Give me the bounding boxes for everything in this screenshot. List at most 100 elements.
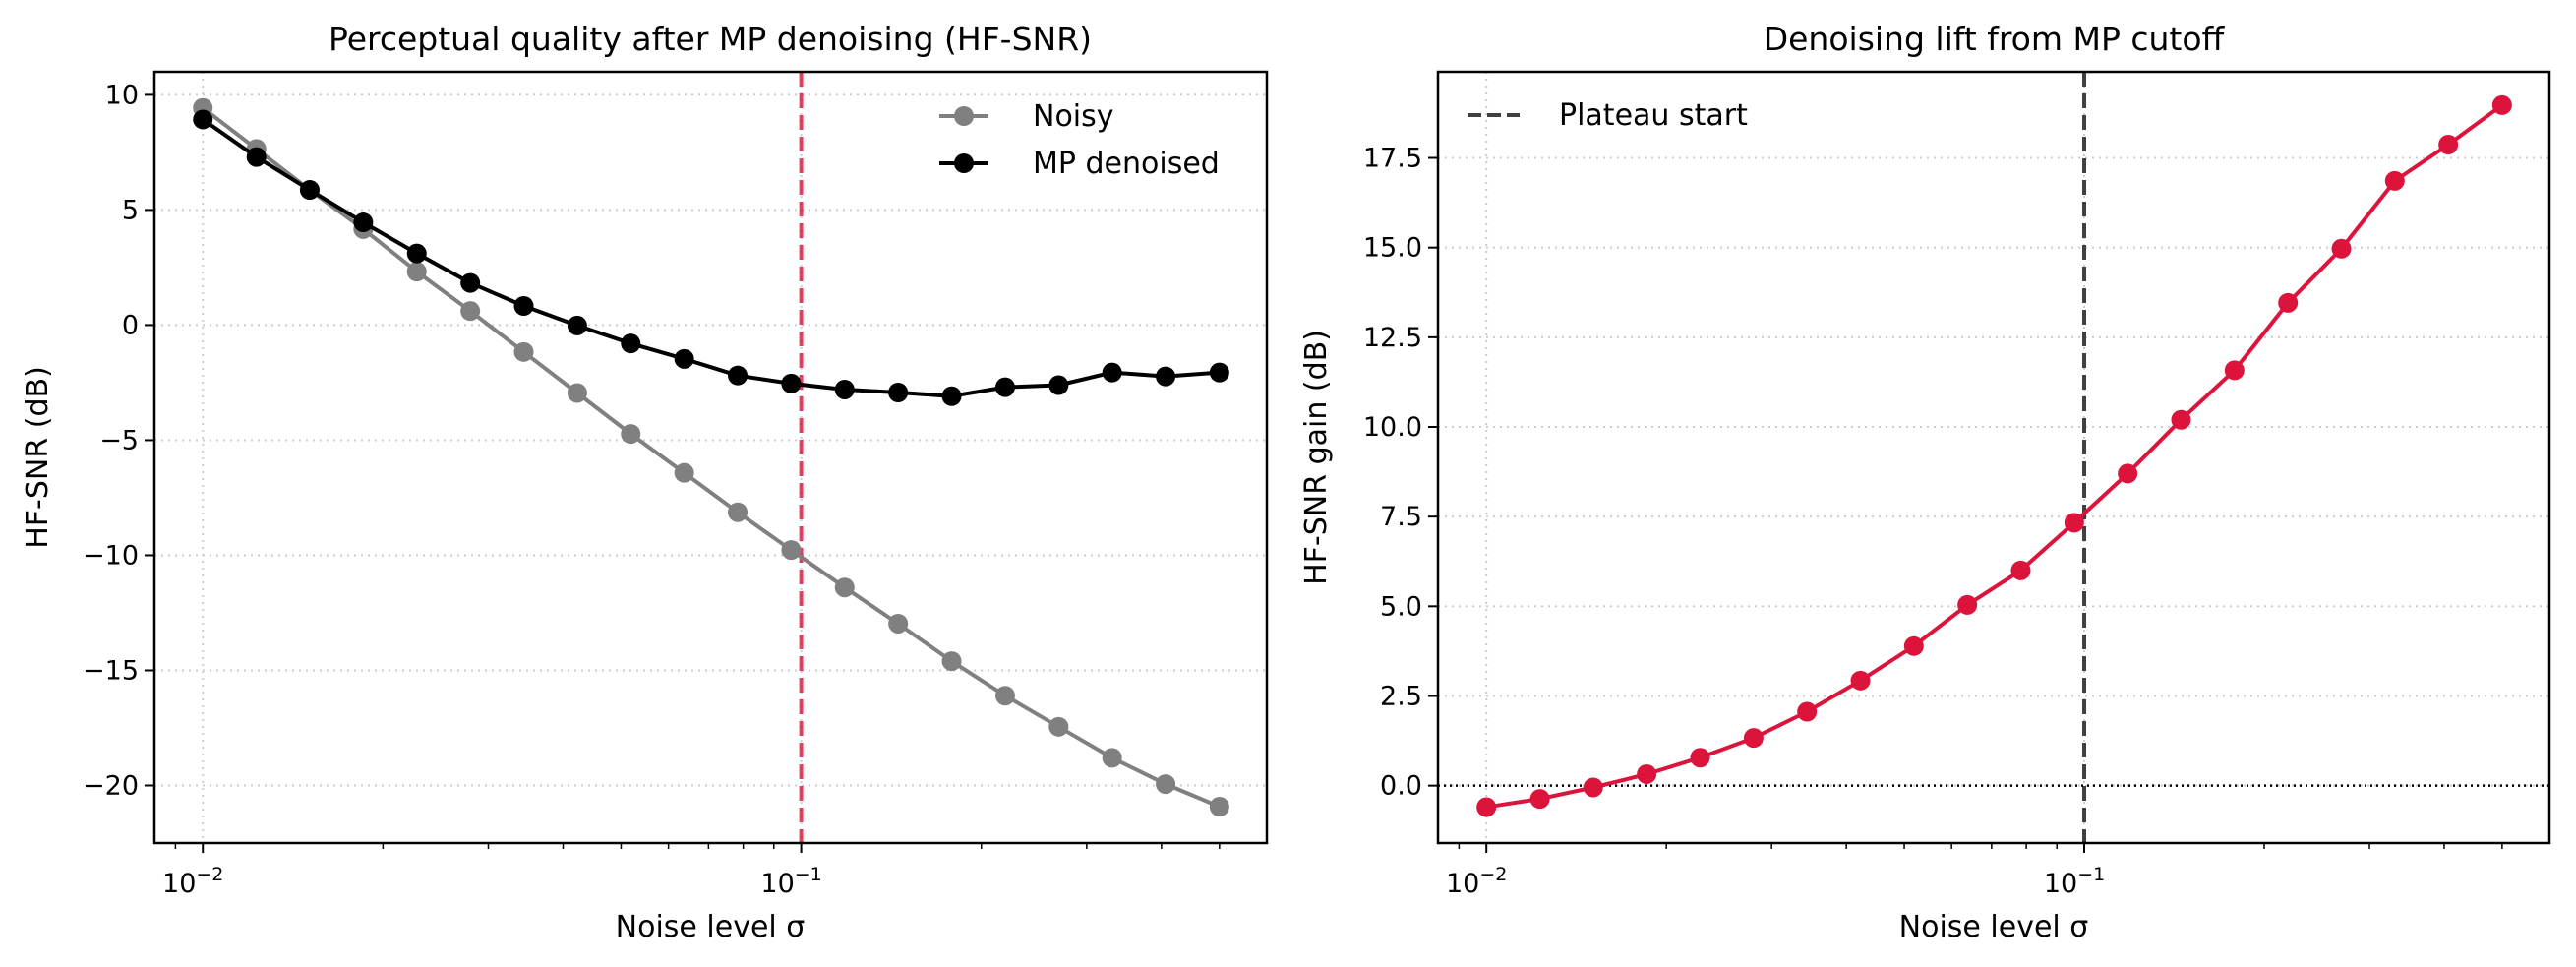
data-point-mp-denoised	[1209, 362, 1229, 383]
left-x-tick-label: 10−1	[760, 864, 821, 899]
right-y-tick-label: 5.0	[1380, 591, 1422, 622]
data-point-mp-denoised	[193, 109, 213, 130]
right-x-axis-label: Noise level σ	[1899, 910, 2089, 944]
data-point-noisy	[1209, 797, 1229, 817]
legend-noisy-label: Noisy	[1033, 99, 1114, 134]
left-y-tick-label: 5	[122, 195, 139, 225]
data-point-mp-denoised	[513, 296, 534, 317]
left-y-tick-label: −20	[83, 770, 139, 801]
data-point-noisy	[941, 651, 962, 672]
data-point-hf-snr-gain	[2064, 513, 2084, 533]
data-point-hf-snr-gain	[1476, 797, 1497, 817]
data-point-mp-denoised	[1048, 375, 1069, 395]
left-y-tick-label: 0	[122, 310, 139, 340]
data-point-noisy	[406, 262, 427, 282]
data-point-mp-denoised	[299, 180, 320, 201]
data-point-hf-snr-gain	[1850, 670, 1871, 691]
left-x-axis-label: Noise level σ	[616, 910, 806, 944]
left-series	[193, 97, 1229, 817]
data-point-hf-snr-gain	[1690, 748, 1710, 768]
right-y-tick-label: 10.0	[1363, 412, 1422, 443]
data-point-hf-snr-gain	[2118, 463, 2138, 484]
data-point-mp-denoised	[460, 272, 481, 293]
data-point-hf-snr-gain	[1637, 763, 1657, 784]
left-legend: Noisy MP denoised	[939, 99, 1220, 181]
data-point-noisy	[1102, 748, 1122, 768]
left-y-tick-label: −10	[83, 540, 139, 571]
data-point-mp-denoised	[1102, 362, 1122, 383]
data-point-hf-snr-gain	[1957, 594, 1978, 615]
data-point-hf-snr-gain	[1743, 728, 1764, 749]
right-y-tick-label: 7.5	[1380, 502, 1422, 532]
data-point-hf-snr-gain	[2491, 94, 2512, 115]
data-point-hf-snr-gain	[2384, 170, 2405, 191]
data-point-hf-snr-gain	[2010, 560, 2031, 580]
data-point-mp-denoised	[353, 212, 374, 233]
data-point-noisy	[1156, 774, 1176, 795]
data-point-mp-denoised	[728, 365, 749, 386]
data-point-mp-denoised	[621, 333, 641, 354]
right-grid	[1438, 72, 2549, 843]
data-point-mp-denoised	[567, 315, 587, 335]
right-annotations	[1438, 72, 2549, 843]
data-point-noisy	[728, 502, 749, 522]
legend-plateau-label: Plateau start	[1559, 98, 1748, 133]
left-y-tick-label: −15	[83, 655, 139, 686]
right-legend: Plateau start	[1468, 98, 1748, 133]
data-point-hf-snr-gain	[2331, 238, 2352, 259]
right-y-tick-label: 15.0	[1363, 233, 1422, 264]
data-point-noisy	[888, 613, 909, 634]
right-axes-frame	[1436, 70, 2551, 845]
left-grid	[154, 72, 1267, 843]
data-point-hf-snr-gain	[2278, 292, 2299, 313]
data-point-hf-snr-gain	[1529, 789, 1550, 810]
right-y-tick-label: 12.5	[1363, 323, 1422, 353]
data-point-mp-denoised	[781, 373, 802, 393]
data-point-mp-denoised	[246, 147, 267, 167]
data-point-noisy	[834, 577, 855, 598]
data-point-noisy	[567, 383, 587, 403]
data-point-hf-snr-gain	[1583, 777, 1603, 798]
left-axes-frame	[152, 70, 1269, 845]
series-line-hf-snr-gain	[1485, 103, 2504, 810]
left-chart-panel: Perceptual quality after MP denoising (H…	[21, 20, 1269, 944]
data-point-noisy	[674, 462, 694, 483]
right-chart-panel: Denoising lift from MP cutoff 0.0 2.5 5.0 7…	[1299, 20, 2551, 944]
legend-denoised-label: MP denoised	[1033, 147, 1220, 181]
right-x-tick-label: 10−2	[1446, 864, 1507, 899]
data-point-noisy	[513, 341, 534, 362]
data-point-noisy	[621, 424, 641, 445]
data-point-hf-snr-gain	[2224, 360, 2245, 381]
data-point-hf-snr-gain	[1797, 701, 1818, 722]
left-y-tick-label: 10	[105, 80, 139, 110]
right-y-axis-label: HF-SNR gain (dB)	[1299, 330, 1334, 585]
data-point-mp-denoised	[941, 386, 962, 406]
data-point-hf-snr-gain	[2438, 135, 2459, 155]
data-point-noisy	[1048, 716, 1069, 737]
data-point-noisy	[460, 301, 481, 322]
data-point-mp-denoised	[834, 379, 855, 399]
data-point-mp-denoised	[994, 377, 1015, 397]
data-point-noisy	[781, 540, 802, 561]
left-ticks: 10 5 0 −5 −10 −15 −20 10−2 10−1	[83, 80, 1221, 899]
data-point-mp-denoised	[888, 383, 909, 403]
data-point-noisy	[994, 686, 1015, 706]
left-chart-title: Perceptual quality after MP denoising (H…	[329, 20, 1092, 58]
data-point-hf-snr-gain	[1903, 635, 1924, 656]
legend-noisy-marker	[954, 106, 974, 126]
data-point-hf-snr-gain	[2171, 409, 2191, 430]
left-y-axis-label: HF-SNR (dB)	[21, 366, 55, 549]
right-y-tick-label: 17.5	[1363, 144, 1422, 174]
series-line-noisy	[201, 106, 1221, 809]
left-x-tick-label: 10−2	[162, 864, 223, 899]
left-y-tick-label: −5	[99, 425, 139, 455]
right-x-tick-label: 10−1	[2044, 864, 2105, 899]
data-point-mp-denoised	[674, 348, 694, 369]
right-chart-title: Denoising lift from MP cutoff	[1764, 20, 2226, 58]
right-y-tick-label: 2.5	[1380, 681, 1422, 711]
right-series	[1476, 94, 2512, 817]
legend-denoised-marker	[954, 153, 974, 173]
data-point-mp-denoised	[1156, 366, 1176, 387]
right-y-tick-label: 0.0	[1380, 771, 1422, 802]
